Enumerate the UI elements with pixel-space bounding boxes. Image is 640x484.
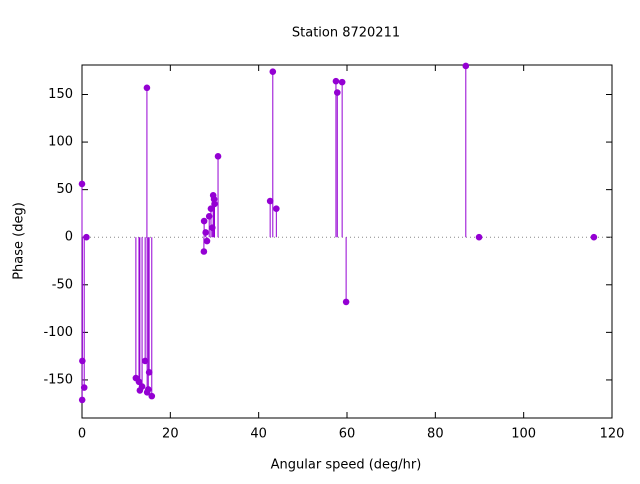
y-tick-label: 100 [48,135,73,150]
y-tick-label: -150 [43,372,73,387]
point [145,369,153,376]
y-tick-label: -100 [43,325,73,340]
point [203,237,211,245]
point [462,62,470,70]
point [148,392,156,400]
point [273,205,280,212]
point [205,212,213,220]
point [200,217,208,225]
plot-border [81,64,613,419]
point [207,205,215,212]
point [333,89,341,96]
x-tick-label: 40 [250,427,267,442]
point [266,197,274,205]
point [143,84,151,92]
x-tick-label: 120 [600,427,625,442]
point [475,233,483,241]
point [202,229,209,236]
point [78,180,86,188]
point [83,233,90,241]
point [200,248,208,255]
point [338,78,346,86]
point [80,384,88,391]
point [144,386,152,393]
point [214,153,222,160]
point [342,298,350,306]
point [332,77,340,85]
point [590,233,598,241]
y-tick-label: -50 [52,277,73,292]
point [211,200,218,208]
y-tick-label: 50 [56,182,73,197]
x-tick-label: 0 [78,427,86,442]
x-axis-label: Angular speed (deg/hr) [271,458,422,473]
y-tick-label: 150 [48,87,73,102]
x-tick-label: 60 [339,427,356,442]
point [269,68,277,75]
chart-title: Station 8720211 [292,26,400,41]
x-tick-label: 20 [162,427,179,442]
point [138,383,146,390]
x-tick-label: 80 [427,427,444,442]
point [210,195,218,203]
y-tick-label: 0 [65,230,73,245]
x-tick-label: 100 [511,427,536,442]
point [78,396,86,404]
point [135,378,143,386]
y-axis-label: Phase (deg) [12,202,27,280]
